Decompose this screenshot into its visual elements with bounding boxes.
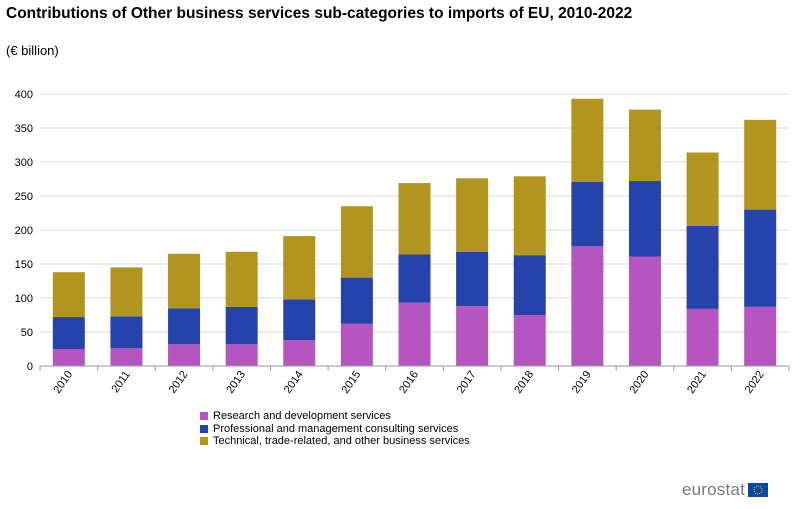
chart-subtitle: (€ billion)	[6, 43, 59, 58]
bar-2020-series-2	[628, 109, 661, 182]
bar-2019-series-2	[571, 98, 604, 182]
y-tick-label-150: 150	[15, 259, 33, 271]
bar-2013-series-1	[225, 306, 258, 345]
bar-2014-series-1	[283, 299, 316, 341]
bar-2018-series-2	[513, 176, 546, 256]
bar-2012-series-0	[168, 344, 201, 366]
y-tick-label-300: 300	[15, 157, 33, 169]
logo-text: eurostat	[681, 480, 745, 499]
y-tick-label-350: 350	[15, 123, 33, 135]
bar-2013-series-0	[225, 344, 258, 366]
bar-2012-series-1	[168, 308, 201, 345]
bar-2010-series-0	[52, 349, 85, 366]
x-tick-label-2014: 2014	[282, 369, 306, 396]
legend: Research and development services Profes…	[200, 410, 470, 448]
bar-2016-series-1	[398, 254, 431, 303]
bar-2015-series-1	[340, 277, 373, 324]
bar-2021-series-2	[686, 152, 719, 226]
eu-flag-icon	[748, 483, 768, 497]
chart-title: Contributions of Other business services…	[6, 5, 633, 22]
bar-2022-series-2	[744, 119, 777, 210]
bar-2015-series-2	[340, 206, 373, 278]
legend-swatch-technical	[200, 437, 208, 446]
bar-2015-series-0	[340, 323, 373, 366]
bar-2010-series-1	[52, 317, 85, 349]
bar-2016-series-2	[398, 183, 431, 255]
bar-2011-series-0	[110, 348, 143, 366]
bar-2018-series-1	[513, 255, 546, 315]
legend-swatch-consulting	[200, 424, 208, 433]
bar-2010-series-2	[52, 272, 85, 318]
bar-2017-series-0	[456, 306, 489, 366]
bar-2017-series-1	[456, 251, 489, 307]
x-tick-label-2022: 2022	[743, 369, 767, 396]
legend-label-consulting: Professional and management consulting s…	[213, 422, 459, 435]
bar-2021-series-1	[686, 225, 719, 309]
y-tick-label-50: 50	[21, 327, 33, 339]
bar-2018-series-0	[513, 315, 546, 366]
bar-2014-series-0	[283, 340, 316, 366]
x-tick-label-2020: 2020	[628, 369, 652, 396]
x-tick-label-2017: 2017	[455, 369, 479, 396]
legend-label-technical: Technical, trade-related, and other busi…	[213, 435, 470, 447]
y-tick-label-400: 400	[15, 89, 33, 101]
x-tick-label-2011: 2011	[109, 369, 132, 395]
y-tick-label-100: 100	[15, 293, 33, 305]
x-tick-label-2021: 2021	[685, 369, 709, 396]
x-tick-label-2016: 2016	[397, 369, 421, 396]
x-tick-label-2019: 2019	[570, 369, 594, 396]
x-tick-label-2010: 2010	[51, 369, 75, 396]
bar-2011-series-2	[110, 267, 143, 317]
x-tick-label-2015: 2015	[339, 369, 363, 396]
y-tick-label-250: 250	[15, 191, 33, 203]
eurostat-logo: eurostat	[682, 480, 768, 500]
bar-2020-series-1	[628, 181, 661, 257]
x-tick-label-2012: 2012	[167, 369, 191, 396]
bar-2019-series-1	[571, 181, 604, 247]
x-tick-label-2018: 2018	[512, 369, 536, 396]
bar-2021-series-0	[686, 308, 719, 366]
legend-label-research: Research and development services	[213, 410, 391, 422]
bar-2014-series-2	[283, 236, 316, 300]
bar-2011-series-1	[110, 316, 143, 349]
y-tick-label-0: 0	[27, 361, 33, 373]
bar-2022-series-1	[744, 209, 777, 307]
x-tick-label-2013: 2013	[224, 369, 248, 396]
bar-2016-series-0	[398, 302, 431, 366]
legend-item-research[interactable]: Research and development services	[200, 410, 470, 423]
legend-item-consulting[interactable]: Professional and management consulting s…	[200, 423, 470, 436]
bar-2019-series-0	[571, 246, 604, 366]
legend-item-technical[interactable]: Technical, trade-related, and other busi…	[200, 435, 470, 448]
bar-2020-series-0	[628, 256, 661, 366]
bar-2022-series-0	[744, 306, 777, 366]
bar-2012-series-2	[168, 253, 201, 309]
bar-2017-series-2	[456, 178, 489, 252]
legend-swatch-research	[200, 412, 208, 421]
y-tick-label-200: 200	[15, 225, 33, 237]
bar-2013-series-2	[225, 251, 258, 307]
